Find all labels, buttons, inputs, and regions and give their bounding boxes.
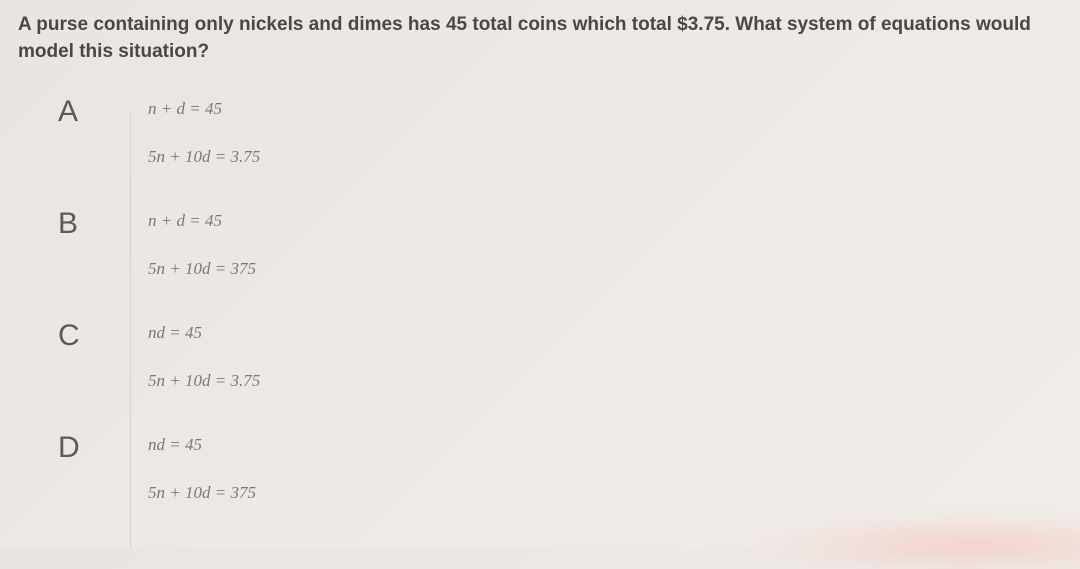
option-d[interactable]: D nd = 45 5n + 10d = 375	[58, 429, 1052, 503]
option-equations: nd = 45 5n + 10d = 375	[148, 429, 1052, 503]
option-letter: D	[58, 429, 148, 465]
equation-line: n + d = 45	[148, 211, 1052, 231]
equation-line: 5n + 10d = 375	[148, 259, 1052, 279]
option-a[interactable]: A n + d = 45 5n + 10d = 3.75	[58, 93, 1052, 167]
equation-line: 5n + 10d = 375	[148, 483, 1052, 503]
options-container: A n + d = 45 5n + 10d = 3.75 B n + d = 4…	[0, 73, 1080, 503]
option-letter: A	[58, 93, 148, 129]
equation-line: nd = 45	[148, 323, 1052, 343]
option-equations: n + d = 45 5n + 10d = 375	[148, 205, 1052, 279]
option-c[interactable]: C nd = 45 5n + 10d = 3.75	[58, 317, 1052, 391]
option-letter: B	[58, 205, 148, 241]
equation-line: 5n + 10d = 3.75	[148, 371, 1052, 391]
equation-line: nd = 45	[148, 435, 1052, 455]
equation-line: 5n + 10d = 3.75	[148, 147, 1052, 167]
option-b[interactable]: B n + d = 45 5n + 10d = 375	[58, 205, 1052, 279]
equation-line: n + d = 45	[148, 99, 1052, 119]
option-equations: n + d = 45 5n + 10d = 3.75	[148, 93, 1052, 167]
option-equations: nd = 45 5n + 10d = 3.75	[148, 317, 1052, 391]
vertical-divider	[130, 110, 131, 549]
question-text: A purse containing only nickels and dime…	[0, 0, 1080, 73]
option-letter: C	[58, 317, 148, 353]
